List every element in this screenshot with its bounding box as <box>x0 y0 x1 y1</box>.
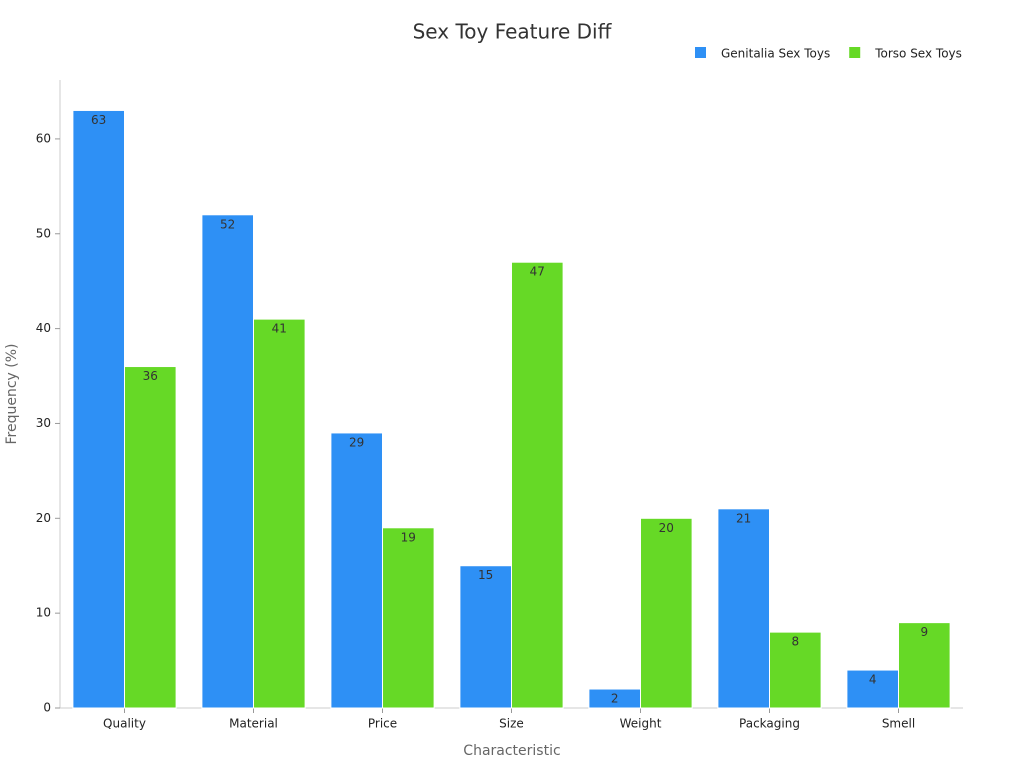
y-tick-label: 20 <box>36 511 51 525</box>
bar <box>511 261 564 709</box>
bar <box>124 366 177 709</box>
bar <box>201 214 254 709</box>
legend-swatch <box>849 47 861 58</box>
bar <box>330 432 383 709</box>
x-tick-label: Packaging <box>739 717 800 731</box>
legend-swatch <box>695 47 706 58</box>
y-axis-label: Frequency (%) <box>4 343 20 444</box>
bar <box>72 109 125 709</box>
value-label: 29 <box>349 435 364 449</box>
x-tick-label: Material <box>229 717 278 731</box>
value-label: 47 <box>530 265 545 279</box>
y-tick-label: 0 <box>43 701 51 715</box>
value-label: 9 <box>920 625 928 639</box>
bar <box>898 622 951 709</box>
y-tick-label: 40 <box>36 321 51 335</box>
bar <box>717 508 771 709</box>
y-tick-label: 30 <box>36 416 51 430</box>
x-tick-label: Smell <box>882 717 915 731</box>
value-label: 4 <box>869 673 877 687</box>
y-tick-label: 60 <box>36 131 51 145</box>
value-label: 2 <box>611 692 619 706</box>
value-label: 8 <box>791 635 799 649</box>
bar <box>382 527 435 709</box>
x-tick-label: Price <box>368 717 397 731</box>
y-tick-label: 10 <box>36 606 51 620</box>
value-label: 19 <box>401 530 416 544</box>
bar <box>253 318 306 709</box>
value-label: 52 <box>220 217 235 231</box>
value-label: 20 <box>659 521 674 535</box>
x-tick-label: Size <box>499 717 524 731</box>
x-tick-label: Quality <box>103 717 146 731</box>
bar <box>459 565 512 709</box>
value-label: 63 <box>91 113 106 127</box>
chart-title: Sex Toy Feature Diff <box>413 20 613 44</box>
value-label: 21 <box>736 511 751 525</box>
x-tick-label: Weight <box>620 717 662 731</box>
value-label: 36 <box>143 369 158 383</box>
y-tick-label: 50 <box>36 226 51 240</box>
bar <box>846 669 900 709</box>
x-axis-label: Characteristic <box>463 743 560 759</box>
value-label: 41 <box>272 322 287 336</box>
value-label: 15 <box>478 568 493 582</box>
legend-label: Genitalia Sex Toys <box>721 47 830 61</box>
bar <box>640 517 693 709</box>
bar <box>769 631 822 709</box>
legend-label: Torso Sex Toys <box>874 47 962 61</box>
